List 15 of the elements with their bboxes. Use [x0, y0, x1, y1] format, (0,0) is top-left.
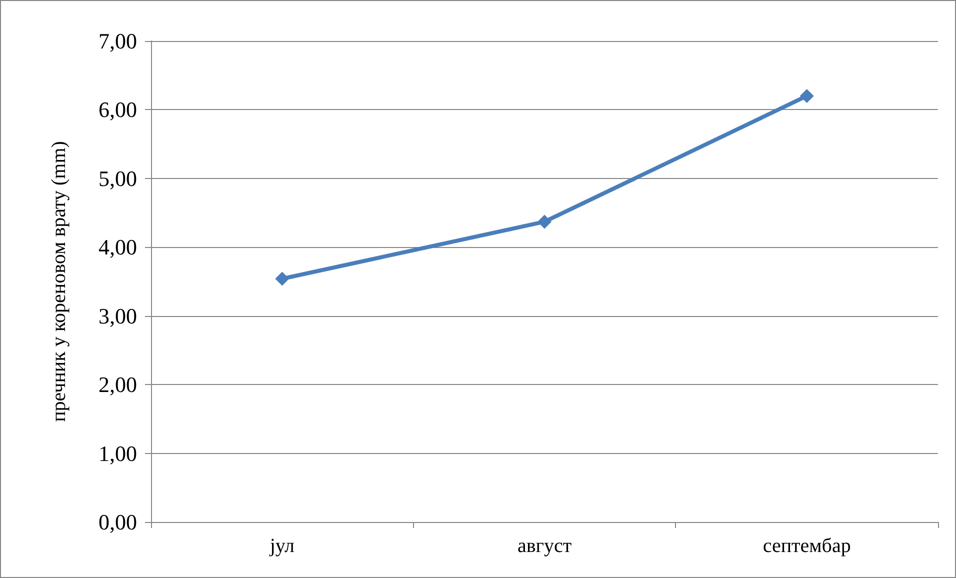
- x-tick-label: јул: [268, 535, 295, 557]
- y-tick-label: 1,00: [98, 440, 137, 466]
- y-tick-label: 3,00: [98, 303, 137, 328]
- y-axis-title: пречник у кореновом врату (mm): [48, 141, 70, 422]
- x-tick-label: септембар: [762, 535, 851, 557]
- y-tick-label: 2,00: [98, 372, 137, 398]
- y-tick-label: 7,00: [98, 28, 137, 54]
- y-tick-label: 4,00: [98, 234, 137, 260]
- y-tick-label: 6,00: [98, 97, 137, 122]
- y-tick-label: 5,00: [98, 166, 137, 191]
- x-tick-label: август: [517, 535, 572, 557]
- point: [800, 88, 814, 103]
- point: [275, 272, 290, 286]
- point: [538, 214, 552, 229]
- y-tick-label: 0,00: [98, 510, 137, 534]
